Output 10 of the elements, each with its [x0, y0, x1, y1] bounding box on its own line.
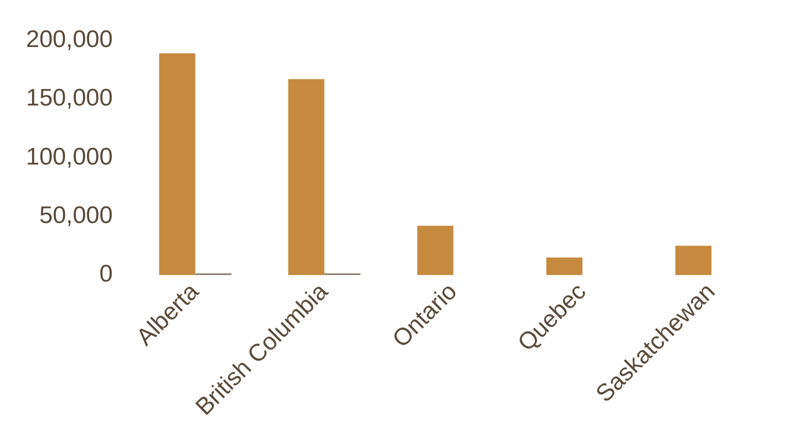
- bar: [546, 257, 582, 276]
- y-tick-label: 150,000: [26, 84, 113, 112]
- y-tick-label: 200,000: [26, 26, 113, 54]
- bar: [675, 246, 712, 276]
- y-tick-label: 0: [99, 260, 113, 288]
- y-tick-label: 50,000: [39, 202, 113, 230]
- bar: [417, 226, 454, 276]
- bar: [288, 79, 324, 276]
- y-tick-label: 100,000: [26, 143, 113, 170]
- bar: [159, 53, 196, 276]
